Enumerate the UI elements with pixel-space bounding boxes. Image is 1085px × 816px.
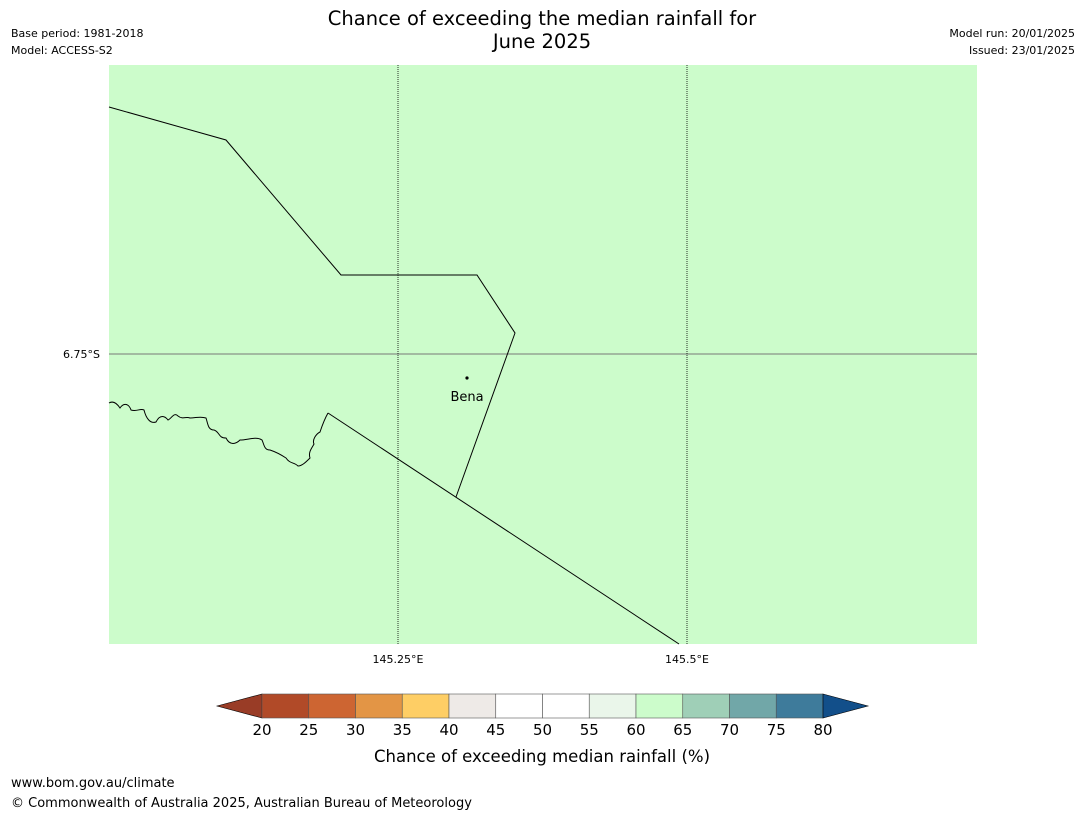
colorbar-tick-40: 40 — [439, 721, 458, 739]
colorbar-swatch-40-45 — [448, 693, 497, 719]
colorbar-swatch-60-65 — [635, 693, 684, 719]
colorbar-tick-75: 75 — [767, 721, 786, 739]
colorbar-tick-45: 45 — [486, 721, 505, 739]
bena-marker — [465, 376, 469, 380]
colorbar-swatch-35-40 — [401, 693, 450, 719]
colorbar-swatch-30-35 — [355, 693, 403, 719]
colorbar-swatch-70-75 — [729, 693, 777, 719]
model-text: Model: ACCESS-S2 — [11, 44, 113, 57]
longitude-label-145-5: 145.5°E — [665, 653, 709, 666]
metadata-right: Model run: 20/01/2025 Issued: 23/01/2025 — [949, 25, 1075, 59]
colorbar-over-extend — [822, 693, 870, 719]
colorbar-tick-55: 55 — [580, 721, 599, 739]
colorbar-tick-80: 80 — [813, 721, 832, 739]
colorbar-tick-30: 30 — [346, 721, 365, 739]
longitude-label-145-25: 145.25°E — [373, 653, 424, 666]
province-boundary-west — [108, 401, 329, 467]
colorbar-swatch-55-60 — [588, 693, 637, 719]
colorbar-tick-50: 50 — [533, 721, 552, 739]
title-line-2: June 2025 — [492, 30, 592, 53]
province-boundary-north — [108, 106, 516, 498]
colorbar-tick-20: 20 — [252, 721, 271, 739]
colorbar-swatches — [215, 693, 870, 719]
bena-label: Bena — [450, 390, 483, 405]
colorbar-swatch-65-70 — [682, 693, 730, 719]
colorbar-tick-60: 60 — [626, 721, 645, 739]
colorbar-tick-70: 70 — [720, 721, 739, 739]
colorbar-tick-35: 35 — [393, 721, 412, 739]
colorbar-tick-25: 25 — [299, 721, 318, 739]
province-boundary-south — [327, 412, 680, 645]
colorbar-swatch-50-55 — [542, 693, 590, 719]
colorbar-swatch-45-50 — [495, 693, 543, 719]
colorbar-swatch-25-30 — [308, 693, 356, 719]
base-period-text: Base period: 1981-2018 — [11, 27, 144, 40]
map-panel[interactable]: Bena 6.75°S 145.25°E 145.5°E — [0, 0, 1085, 680]
colorbar-tick-labels: 20 25 30 35 40 45 50 55 60 65 70 75 80 — [252, 721, 832, 739]
map-title: Chance of exceeding the median rainfall … — [242, 7, 842, 53]
footer-copyright: © Commonwealth of Australia 2025, Austra… — [11, 796, 472, 811]
issued-text: Issued: 23/01/2025 — [968, 44, 1075, 57]
colorbar-tick-65: 65 — [673, 721, 692, 739]
footer-url: www.bom.gov.au/climate — [11, 776, 175, 791]
title-line-1: Chance of exceeding the median rainfall … — [327, 7, 757, 30]
colorbar-swatch-20-25 — [261, 693, 310, 719]
footer: www.bom.gov.au/climate © Commonwealth of… — [11, 774, 472, 814]
colorbar-swatch-75-80 — [775, 693, 824, 719]
latitude-label: 6.75°S — [63, 348, 100, 361]
colorbar-under-extend — [215, 693, 263, 719]
colorbar-label: Chance of exceeding median rainfall (%) — [374, 747, 710, 766]
model-run-text: Model run: 20/01/2025 — [949, 27, 1075, 40]
metadata-left: Base period: 1981-2018 Model: ACCESS-S2 — [11, 25, 143, 59]
